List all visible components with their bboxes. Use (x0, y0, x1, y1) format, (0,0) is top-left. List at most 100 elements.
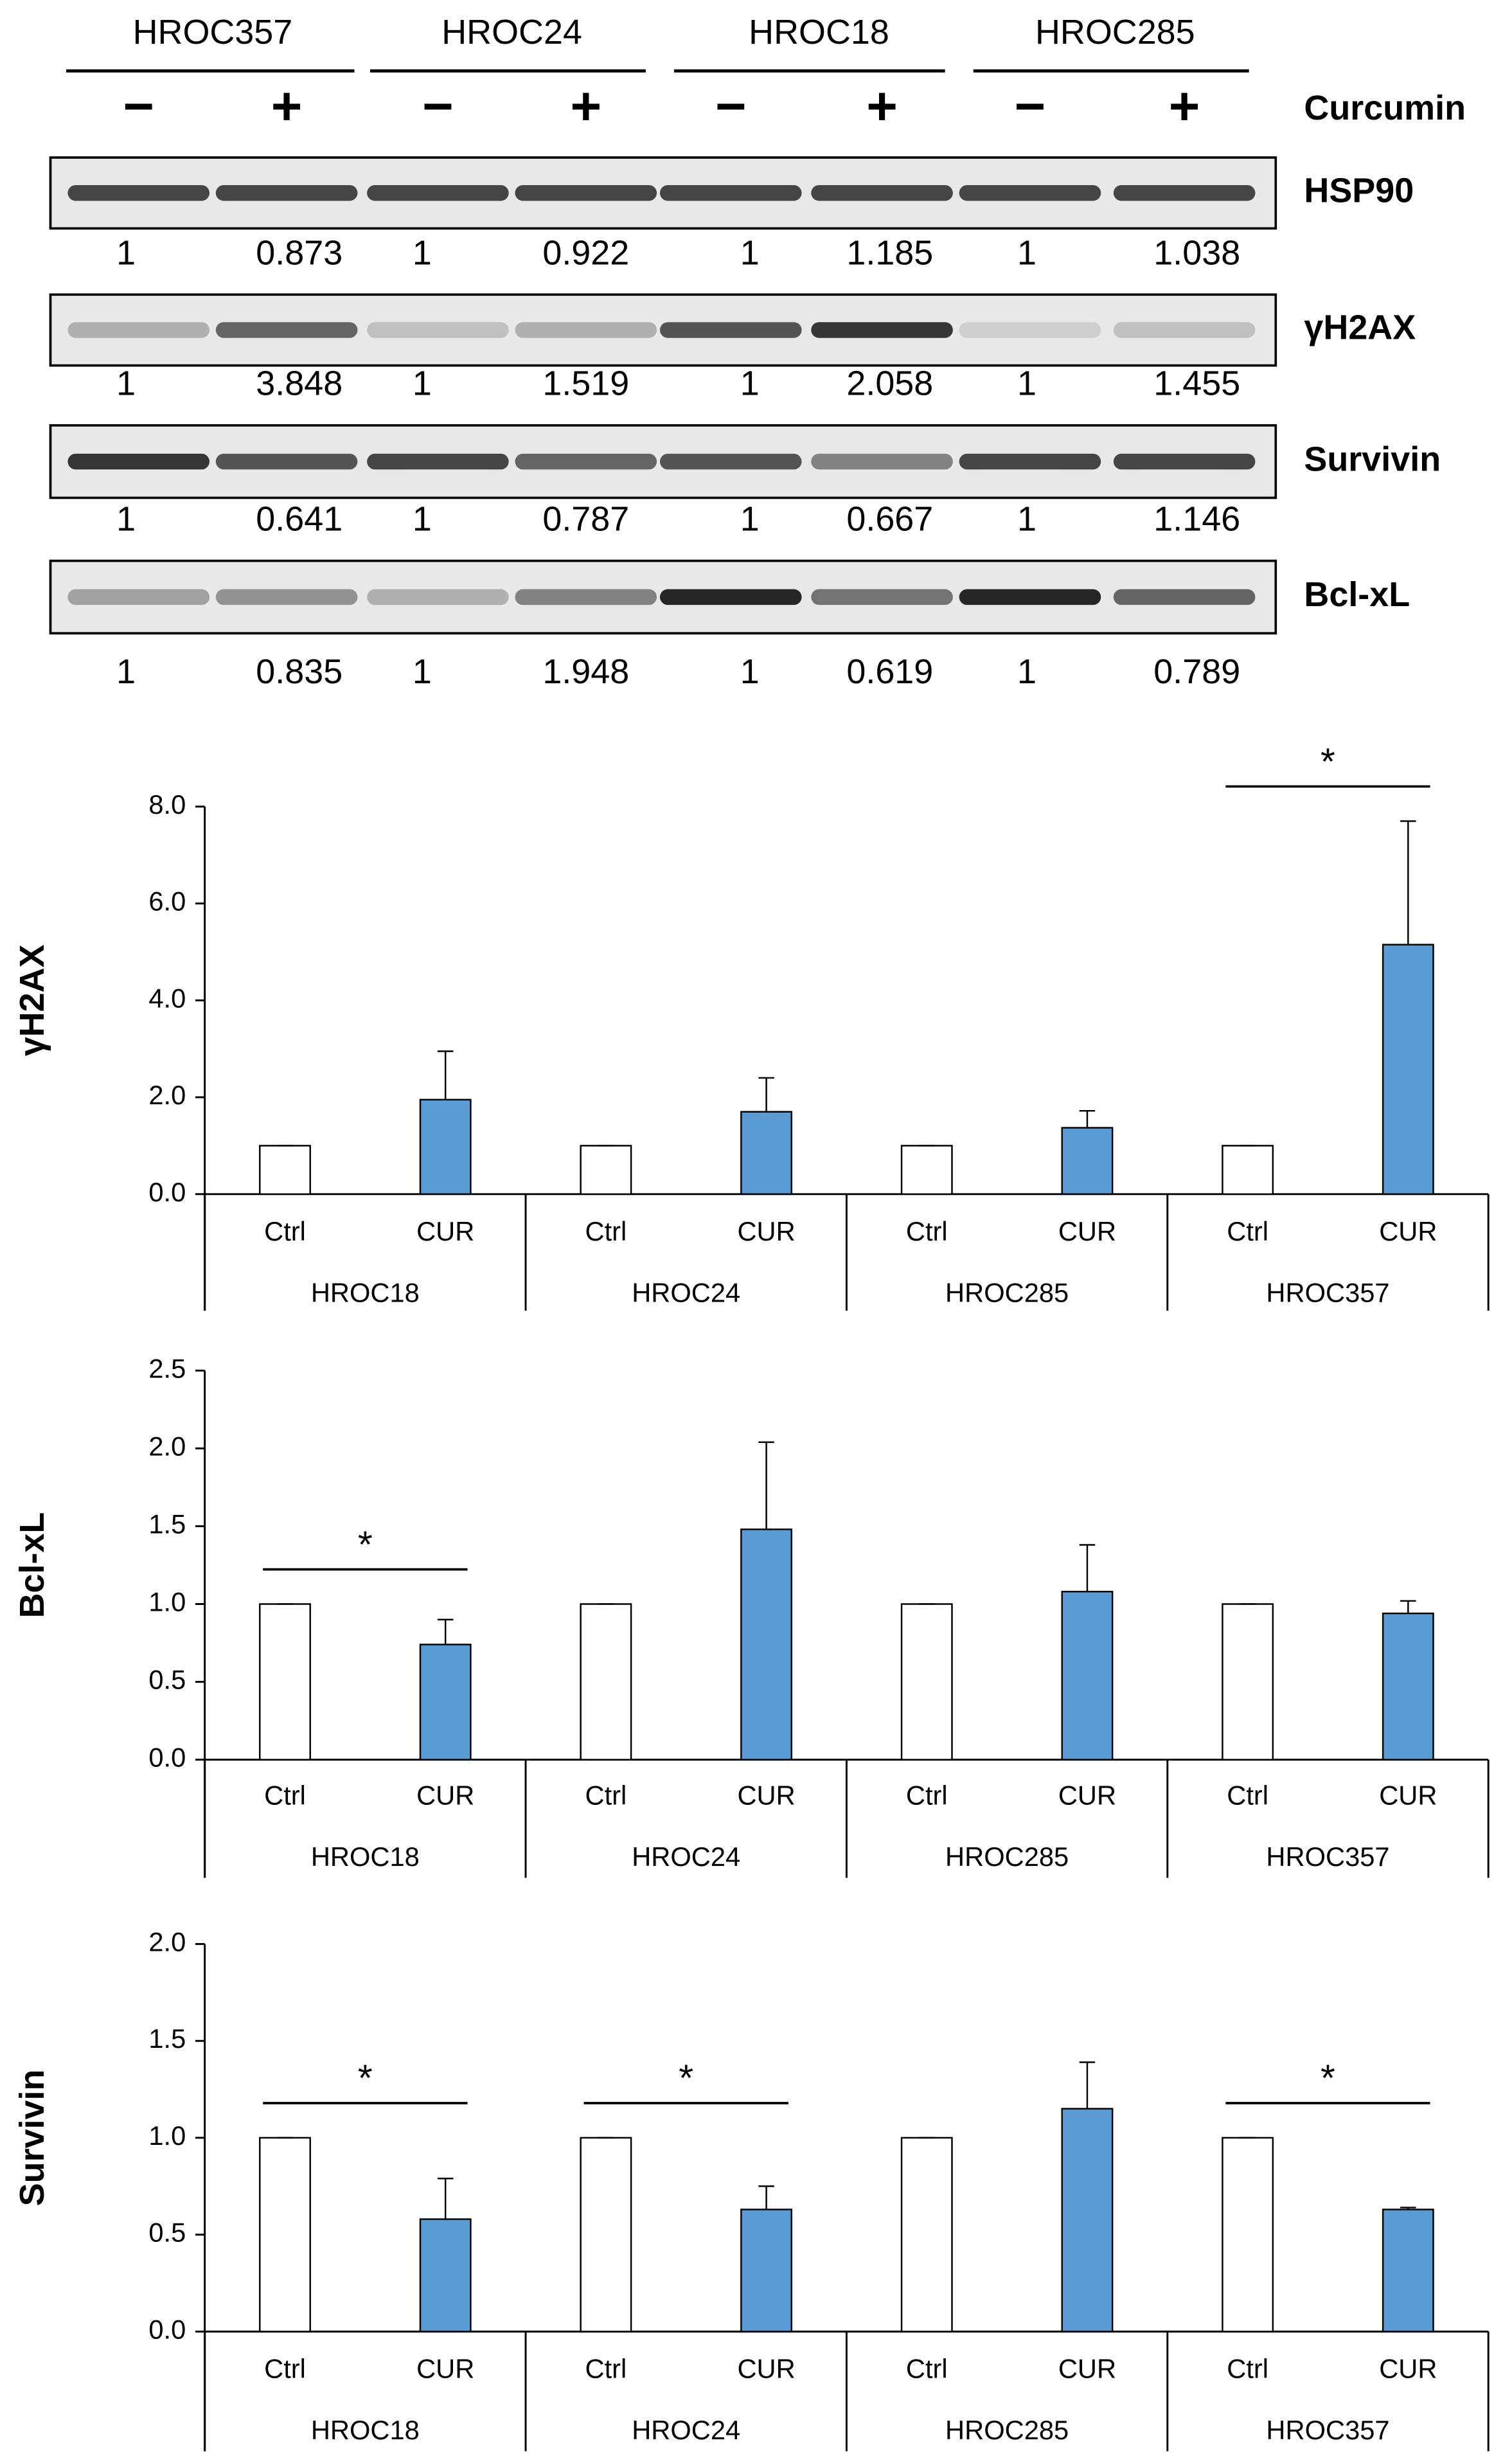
blot-value: 2.058 (846, 364, 933, 403)
error-bar (758, 1077, 774, 1112)
x-tick-label: Ctrl (906, 1216, 948, 1246)
cell-line-label: HROC24 (441, 13, 582, 51)
bar (1382, 2209, 1434, 2333)
blot-band (959, 453, 1101, 470)
error-bar (1079, 1109, 1096, 1128)
x-tick-label: CUR (1379, 1780, 1437, 1811)
blot-value: 1 (116, 364, 136, 403)
blot-band (367, 322, 509, 338)
blot-value: 0.667 (846, 500, 933, 539)
significance-label: * (679, 2057, 693, 2099)
blot-value: 0.873 (256, 233, 342, 272)
x-tick-label: CUR (737, 1216, 795, 1246)
x-tick-label: Ctrl (1227, 2354, 1268, 2384)
x-tick-label: CUR (1058, 2354, 1116, 2384)
y-tick-label: 2.0 (148, 1926, 186, 1957)
blot-band (215, 322, 358, 338)
blot-band (515, 322, 657, 338)
blot-value: 1 (413, 233, 432, 272)
x-tick-label: CUR (737, 1780, 795, 1811)
group-label: HROC285 (945, 2415, 1069, 2445)
blot-value: 0.922 (542, 233, 629, 272)
group-label: HROC18 (311, 1278, 420, 1308)
blot-value: 0.787 (542, 500, 629, 539)
blot-band (515, 453, 657, 470)
cell-line-label: HROC18 (749, 13, 889, 51)
blot-value: 1 (116, 500, 136, 539)
x-tick-label: CUR (416, 1216, 474, 1246)
bar-chart: Survivin 0.0 0.5 1.0 1.5 2.0 HROC18 HROC24 HROC2… (13, 1926, 1490, 2452)
cell-line-label: HROC357 (133, 13, 293, 51)
x-tick-label: Ctrl (585, 2354, 627, 2384)
blot-value: 1 (1017, 233, 1036, 272)
group-label: HROC24 (632, 1278, 740, 1308)
bar (900, 1145, 953, 1196)
treatment-label: Curcumin (1304, 89, 1466, 127)
significance-label: * (1321, 2057, 1335, 2099)
bar-chart: γH2AX 0.0 2.0 4.0 6.0 8.0 HROC18 HROC24 HROC285 H… (13, 741, 1490, 1311)
x-tick-label: CUR (1379, 2354, 1437, 2384)
x-tick-label: Ctrl (264, 1216, 306, 1246)
y-tick-label: 4.0 (148, 983, 186, 1013)
blot-band (67, 453, 210, 470)
treatment-sign: − (1015, 76, 1046, 136)
bar (259, 1145, 311, 1196)
group-label: HROC357 (1266, 1278, 1389, 1308)
blot-band (367, 453, 509, 470)
x-tick-label: CUR (1379, 1216, 1437, 1246)
blot-band (811, 322, 953, 338)
blot-band (959, 589, 1101, 605)
bar (259, 2137, 311, 2333)
blot-band (67, 184, 210, 201)
treatment-sign: + (866, 76, 898, 136)
y-tick-label: 0.0 (148, 1177, 186, 1207)
treatment-sign: − (422, 76, 454, 136)
y-tick-label: 1.0 (148, 1587, 186, 1617)
bar (740, 2209, 793, 2333)
bar (1222, 2137, 1274, 2333)
blot-value: 0.619 (846, 652, 933, 691)
error-bar (1079, 1544, 1096, 1592)
bar (419, 2218, 472, 2333)
blot-value: 3.848 (256, 364, 342, 403)
x-tick-label: Ctrl (264, 2354, 306, 2384)
y-tick-label: 2.0 (148, 1080, 186, 1110)
bar (900, 1603, 953, 1761)
significance-label: * (358, 1524, 373, 1566)
blot-value: 0.789 (1153, 652, 1240, 691)
blot-band (659, 184, 802, 201)
treatment-sign: + (271, 76, 303, 136)
blot-band (367, 184, 509, 201)
bar (1061, 2108, 1114, 2333)
y-tick-label: 2.0 (148, 1431, 186, 1461)
blot-band (959, 184, 1101, 201)
group-label: HROC285 (945, 1842, 1069, 1872)
error-bar (758, 1441, 774, 1530)
blot-value: 1 (1017, 652, 1036, 691)
group-label: HROC18 (311, 2415, 420, 2445)
y-tick-label: 1.5 (148, 2023, 186, 2054)
treatment-sign: + (570, 76, 601, 136)
blot-value: 1 (413, 364, 432, 403)
blot-value: 1.948 (542, 652, 629, 691)
blot-value: 1 (740, 364, 760, 403)
x-tick-label: CUR (1058, 1780, 1116, 1811)
group-label: HROC357 (1266, 1842, 1389, 1872)
group-label: HROC18 (311, 1842, 420, 1872)
blot-band (515, 589, 657, 605)
error-bar (437, 1050, 454, 1100)
blot-value: 1 (740, 500, 760, 539)
blot-band (67, 322, 210, 338)
bar (419, 1644, 472, 1761)
blot-value: 1 (1017, 500, 1036, 539)
y-axis-label: γH2AX (13, 944, 51, 1056)
significance-label: * (1321, 741, 1335, 783)
error-bar (1079, 2061, 1096, 2109)
y-tick-label: 0.5 (148, 2218, 186, 2248)
blot-band (659, 453, 802, 470)
blot-value: 1 (116, 233, 136, 272)
error-bar (437, 1618, 454, 1645)
blot-band (659, 589, 802, 605)
blot-band (367, 589, 509, 605)
x-tick-label: Ctrl (585, 1216, 627, 1246)
